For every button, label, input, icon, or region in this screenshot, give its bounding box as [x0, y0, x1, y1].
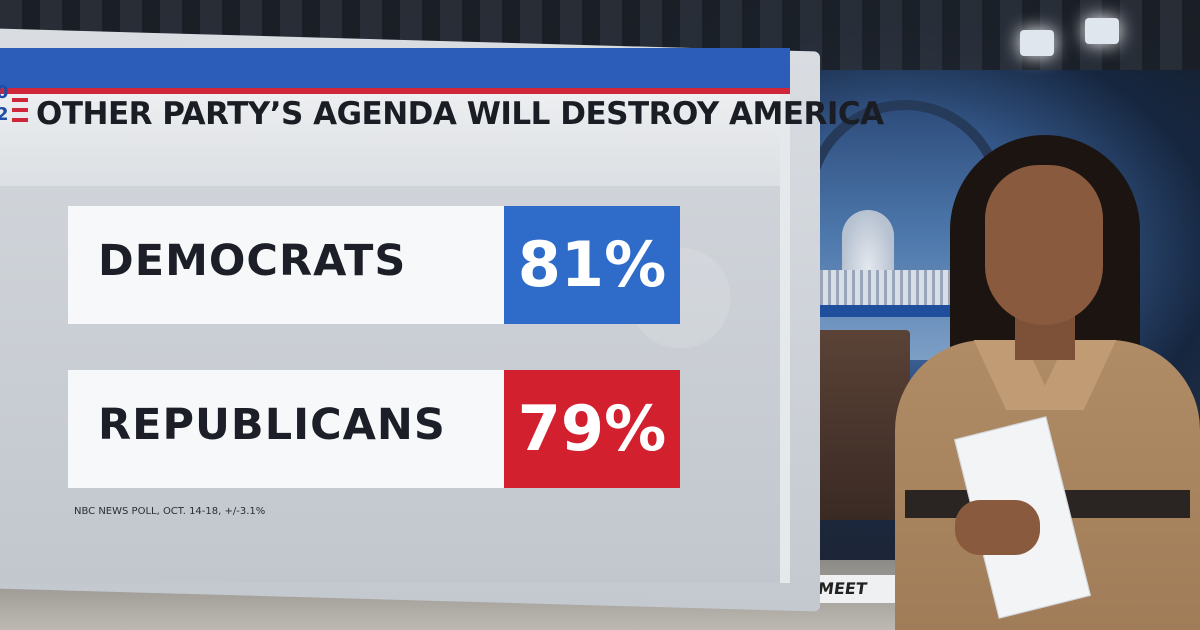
- news-presenter: [885, 125, 1200, 630]
- header-blue-band: [0, 48, 790, 88]
- capitol-building: [815, 270, 960, 310]
- poll-headline: OTHER PARTY’S AGENDA WILL DESTROY AMERIC…: [36, 96, 884, 132]
- poll-source: NBC NEWS POLL, OCT. 14-18, +/-3.1%: [74, 506, 266, 517]
- header-red-stripe: [0, 88, 790, 94]
- studio-light: [1020, 30, 1054, 56]
- party-percentage: 81%: [504, 206, 680, 324]
- poll-row-republicans: REPUBLICANS 79%: [68, 370, 680, 488]
- logo-digit: 2: [0, 104, 9, 125]
- capitol-dome: [842, 210, 894, 270]
- poll-graphic-board: 0 2 OTHER PARTY’S AGENDA WILL DESTROY AM…: [0, 48, 884, 583]
- logo-digit: 0: [0, 82, 9, 103]
- presenter-face: [985, 165, 1103, 325]
- party-label: REPUBLICANS: [98, 400, 446, 450]
- party-label: DEMOCRATS: [98, 236, 407, 286]
- header-bar: [0, 94, 780, 186]
- studio-light: [1085, 18, 1119, 44]
- party-percentage: 79%: [504, 370, 680, 488]
- poll-row-democrats: DEMOCRATS 81%: [68, 206, 680, 324]
- presenter-hand: [955, 500, 1040, 555]
- capitol-banner: [820, 305, 960, 317]
- decision-logo-icon: 0 2: [0, 84, 28, 130]
